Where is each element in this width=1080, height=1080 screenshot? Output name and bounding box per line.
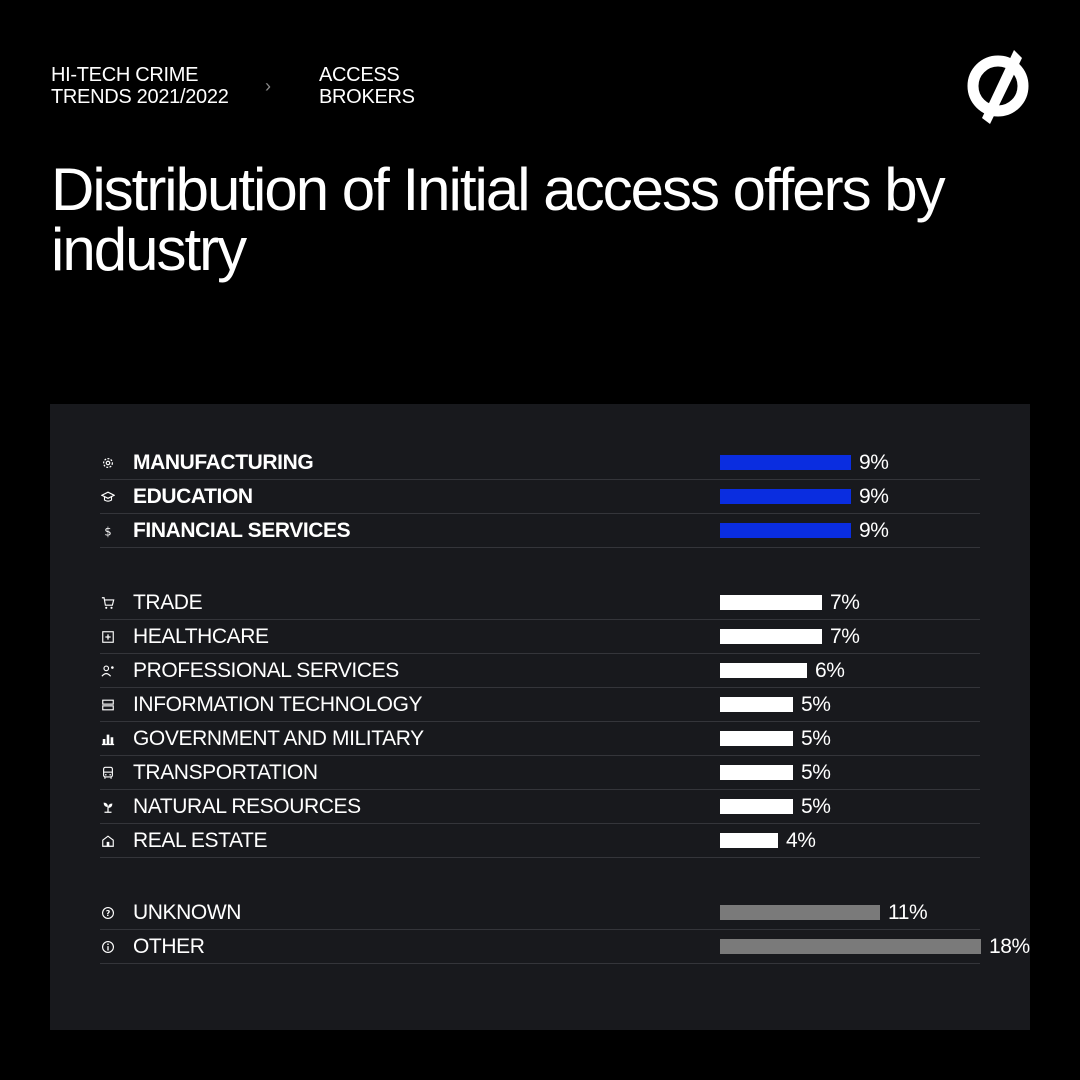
bar [720, 489, 851, 504]
category-label: UNKNOWN [133, 901, 242, 924]
chart-row: $ FINANCIAL SERVICES 9% [100, 514, 980, 548]
bar [720, 905, 880, 920]
value-label: 11% [888, 901, 928, 924]
bar [720, 765, 793, 780]
category-label: EDUCATION [133, 485, 253, 508]
logo-icon [967, 50, 1029, 124]
bar [720, 833, 778, 848]
svg-text:$: $ [104, 524, 111, 538]
category-label: HEALTHCARE [133, 625, 269, 648]
category-label: FINANCIAL SERVICES [133, 519, 351, 542]
cart-icon [100, 595, 116, 611]
breadcrumb-section[interactable]: ACCESS BROKERS [319, 64, 415, 108]
professional-person-icon [100, 663, 116, 679]
chart-panel: MANUFACTURING 9% EDUCATION 9% $ FINANCIAL SER… [50, 404, 1030, 1030]
value-label: 6% [815, 659, 845, 682]
dollar-icon: $ [100, 523, 116, 539]
bar-chart: MANUFACTURING 9% EDUCATION 9% $ FINANCIAL SER… [100, 446, 1030, 964]
chart-row: NATURAL RESOURCES 5% [100, 790, 980, 824]
chart-row: HEALTHCARE 7% [100, 620, 980, 654]
question-icon: ? [100, 905, 116, 921]
breadcrumb-report[interactable]: HI-TECH CRIME TRENDS 2021/2022 [51, 64, 229, 108]
chart-row: GOVERNMENT AND MILITARY 5% [100, 722, 980, 756]
chart-row: REAL ESTATE 4% [100, 824, 980, 858]
bar [720, 799, 793, 814]
bar [720, 939, 981, 954]
chart-row: OTHER 18% [100, 930, 1030, 964]
info-icon [100, 939, 116, 955]
value-label: 5% [801, 727, 831, 750]
page-title: Distribution of Initial access offers by… [51, 156, 946, 283]
category-label: TRANSPORTATION [133, 761, 318, 784]
value-label: 5% [801, 761, 831, 784]
graduation-cap-icon [100, 489, 116, 505]
chart-row: ? UNKNOWN 11% [100, 896, 980, 930]
value-label: 5% [801, 693, 831, 716]
category-label: MANUFACTURING [133, 451, 314, 474]
gear-icon [100, 455, 116, 471]
category-label: NATURAL RESOURCES [133, 795, 361, 818]
category-label: GOVERNMENT AND MILITARY [133, 727, 424, 750]
chart-row: MANUFACTURING 9% [100, 446, 980, 480]
category-label: PROFESSIONAL SERVICES [133, 659, 399, 682]
server-icon [100, 697, 116, 713]
value-label: 7% [830, 625, 860, 648]
bar [720, 731, 793, 746]
category-label: OTHER [133, 935, 205, 958]
bar [720, 629, 822, 644]
bar [720, 697, 793, 712]
value-label: 9% [859, 519, 889, 542]
group-spacer [100, 858, 980, 896]
value-label: 7% [830, 591, 860, 614]
svg-text:?: ? [106, 909, 111, 918]
bar [720, 455, 851, 470]
value-label: 9% [859, 451, 889, 474]
bus-icon [100, 765, 116, 781]
bar [720, 595, 822, 610]
government-building-icon [100, 731, 116, 747]
value-label: 18% [989, 935, 1030, 958]
group-spacer [100, 548, 980, 586]
bar [720, 523, 851, 538]
breadcrumb: HI-TECH CRIME TRENDS 2021/2022 › ACCESS … [51, 64, 459, 108]
bar [720, 663, 807, 678]
category-label: INFORMATION TECHNOLOGY [133, 693, 423, 716]
category-label: TRADE [133, 591, 203, 614]
value-label: 4% [786, 829, 816, 852]
breadcrumb-separator-icon: › [265, 76, 271, 96]
plant-icon [100, 799, 116, 815]
house-icon [100, 833, 116, 849]
chart-row: INFORMATION TECHNOLOGY 5% [100, 688, 980, 722]
medical-cross-icon [100, 629, 116, 645]
value-label: 5% [801, 795, 831, 818]
chart-row: TRANSPORTATION 5% [100, 756, 980, 790]
value-label: 9% [859, 485, 889, 508]
chart-row: EDUCATION 9% [100, 480, 980, 514]
chart-row: TRADE 7% [100, 586, 980, 620]
chart-row: PROFESSIONAL SERVICES 6% [100, 654, 980, 688]
category-label: REAL ESTATE [133, 829, 268, 852]
